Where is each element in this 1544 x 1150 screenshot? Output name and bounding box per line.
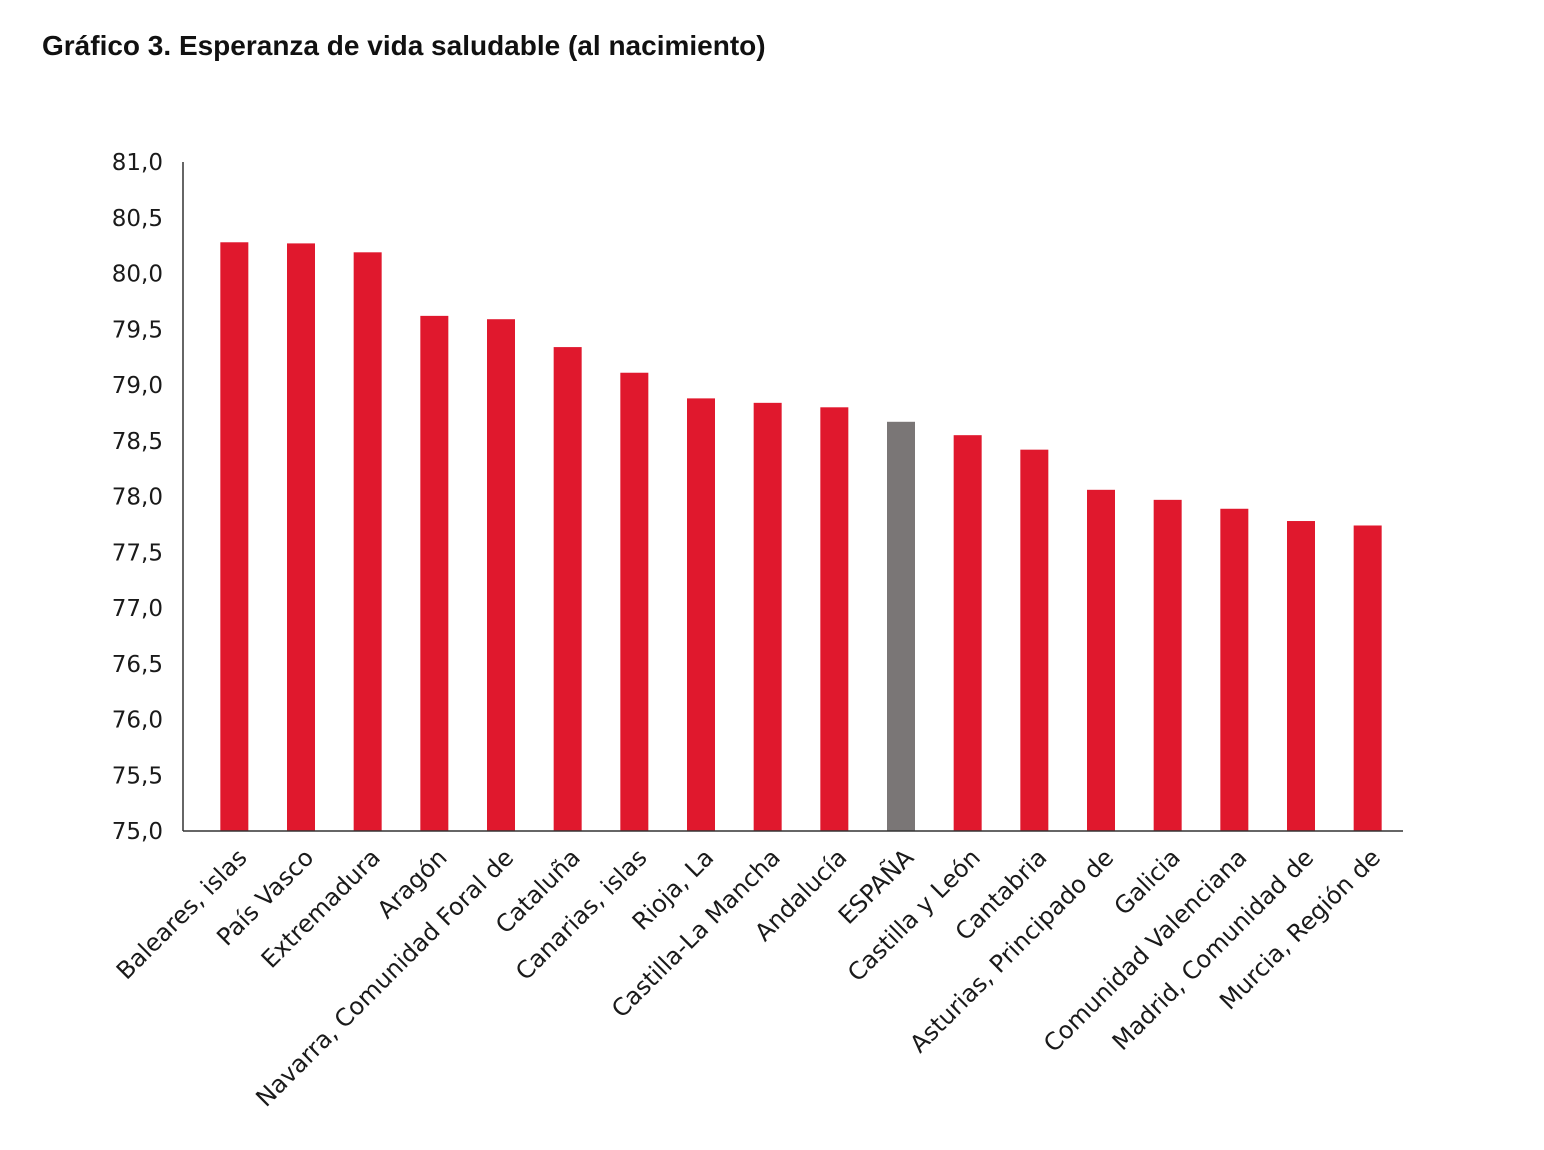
bar <box>1087 489 1115 831</box>
y-tick-label: 78,5 <box>112 429 163 455</box>
bar <box>420 315 449 831</box>
bar <box>687 398 715 831</box>
y-tick-label: 79,0 <box>112 373 163 399</box>
page-title: Gráfico 3. Esperanza de vida saludable (… <box>42 30 766 61</box>
bar <box>1020 449 1049 831</box>
bar <box>620 372 649 831</box>
y-tick-label: 79,5 <box>112 317 163 343</box>
bar <box>1287 521 1315 831</box>
y-tick-label: 76,0 <box>112 708 163 734</box>
y-tick-label: 75,0 <box>112 819 163 845</box>
y-axis: 75,0 75,5 76,0 76,5 77,0 77,5 78,0 78,5 79,0 79,5… <box>112 150 184 845</box>
y-tick-label: 80,5 <box>112 206 163 232</box>
bar <box>1153 499 1182 831</box>
y-tick-label: 77,0 <box>112 596 163 622</box>
y-tick-label: 76,5 <box>112 652 163 678</box>
bar <box>953 435 982 831</box>
y-tick-label: 80,0 <box>112 262 163 288</box>
bar <box>753 402 782 831</box>
bar <box>820 407 849 831</box>
y-tick-label: 75,5 <box>112 763 163 789</box>
bars <box>220 242 1382 831</box>
bar <box>220 242 249 831</box>
y-tick-label: 77,5 <box>112 540 163 566</box>
bar <box>1220 508 1249 831</box>
y-tick-label: 78,0 <box>112 485 163 511</box>
bar <box>487 319 515 831</box>
bar <box>1353 525 1382 831</box>
bar <box>353 252 382 831</box>
x-tick-label: Extremadura <box>256 843 386 973</box>
bar <box>553 347 582 831</box>
y-tick-label: 81,0 <box>112 150 163 176</box>
bar <box>287 243 315 831</box>
bar <box>887 421 915 831</box>
